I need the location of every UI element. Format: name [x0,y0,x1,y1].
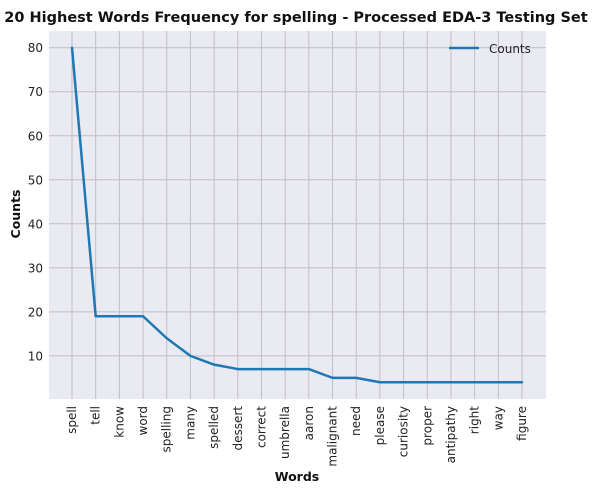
x-tick-label: spell [65,406,79,434]
x-tick-label: please [373,406,387,445]
x-tick-label: proper [420,406,434,446]
x-tick-labels: spell tell know word spelling many spelled dess… [65,406,529,467]
x-tick-label: spelling [160,406,174,452]
x-tick-label: umbrella [278,406,292,459]
y-tick-label: 70 [28,85,43,99]
x-tick-label: curiosity [397,406,411,457]
y-tick-label: 80 [28,41,43,55]
x-tick-label: aaron [302,406,316,440]
x-tick-label: word [136,406,150,436]
y-tick-label: 50 [28,173,43,187]
x-tick-label: many [183,406,197,440]
x-tick-label: tell [89,406,103,425]
y-tick-label: 10 [28,349,43,363]
y-tick-label: 40 [28,217,43,231]
y-tick-label: 60 [28,129,43,143]
x-tick-label: know [112,406,126,438]
y-axis-label: Counts [8,190,23,239]
chart-title: 20 Highest Words Frequency for spelling … [4,10,587,26]
x-tick-label: figure [515,406,529,441]
legend-label-counts: Counts [489,42,531,56]
x-tick-label: malignant [326,406,340,467]
x-tick-label: need [349,406,363,436]
plot-area [49,31,546,399]
x-tick-label: correct [254,406,268,448]
y-tick-label: 20 [28,305,43,319]
x-tick-label: spelled [207,406,221,449]
x-tick-label: dessert [231,406,245,451]
x-tick-label: way [491,406,505,430]
y-tick-labels: 10 20 30 40 50 60 70 80 [28,41,43,363]
x-axis-label: Words [275,469,319,484]
y-tick-label: 30 [28,261,43,275]
x-tick-label: antipathy [444,406,458,463]
x-tick-label: right [468,406,482,434]
